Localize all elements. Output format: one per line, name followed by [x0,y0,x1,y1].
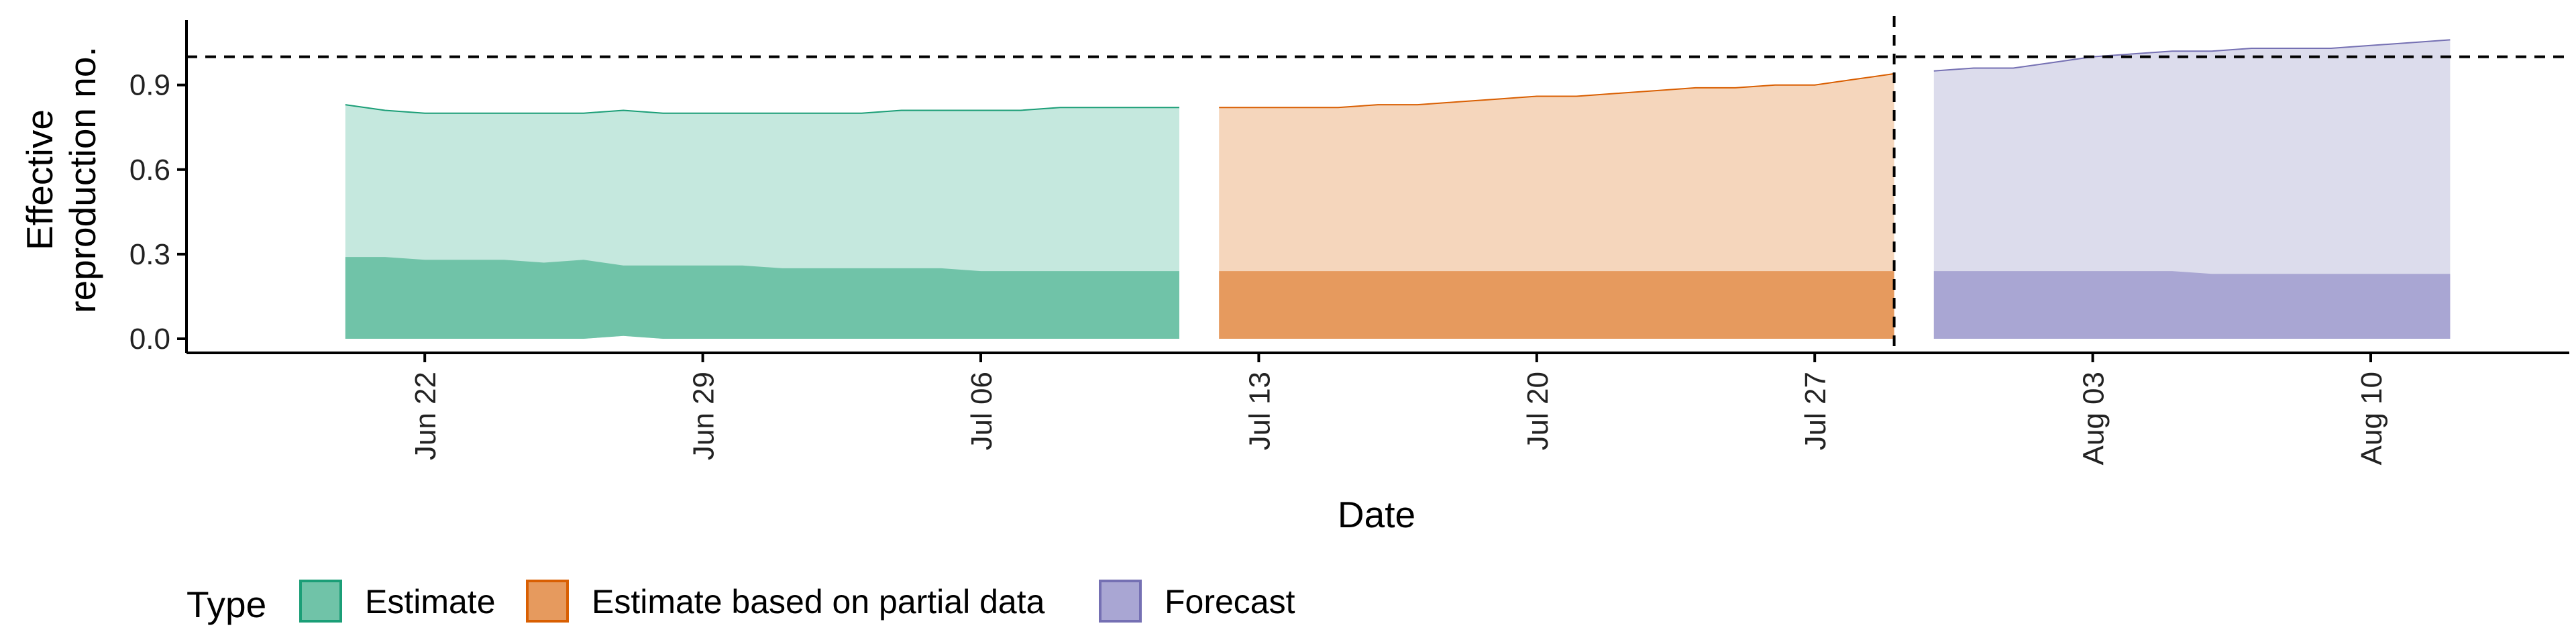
legend-label-estimate-based-on-partial-data: Estimate based on partial data [592,583,1045,621]
x-axis-title: Date [1338,494,1415,535]
reference-lines [186,16,2569,353]
band-50-estimate [345,257,1179,339]
upper-line-estimate [345,104,1179,114]
band-50-estimate-based-on-partial-data [1219,271,1894,339]
x-tick-label: Aug 03 [2078,372,2110,465]
upper-line-forecast [1933,39,2451,72]
x-tick-label: Jul 13 [1243,372,1276,450]
y-axis-title-line-2: reproduction no. [62,46,103,313]
y-tick-label: 0.6 [129,154,170,186]
x-tick-label: Aug 10 [2355,372,2388,465]
y-tick-label: 0.9 [129,69,170,102]
y-tick-label: 0.3 [129,238,170,271]
legend-swatch-estimate [299,580,342,623]
band-50-forecast [1933,271,2451,339]
x-tick-label: Jul 20 [1521,372,1554,450]
axis-titles: Date Effective reproduction no. [19,46,1415,535]
legend-label-forecast: Forecast [1165,583,1295,621]
legend-label-estimate: Estimate [365,583,496,621]
series-bands [345,39,2451,339]
band-90-forecast [1933,40,2451,339]
tick-marks: 0.0 0.3 0.6 0.9 Jun 22 Jun 29 Jul 06 Jul 13 Jul … [129,69,2388,466]
y-axis-title-line-1: Effective [19,109,60,250]
legend-swatch-estimate-based-on-partial-data [526,580,569,623]
y-tick-label: 0.0 [129,323,170,356]
legend: Type Estimate Estimate based on partial d… [186,580,1295,625]
legend-swatch-forecast [1099,580,1142,623]
legend-title: Type [186,584,266,625]
upper-line-estimate-based-on-partial-data [1219,72,1894,109]
axes [185,20,2569,354]
x-tick-label: Jul 06 [965,372,998,450]
x-tick-label: Jun 22 [409,372,442,460]
x-tick-label: Jun 29 [688,372,720,460]
x-tick-label: Jul 27 [1799,372,1832,450]
